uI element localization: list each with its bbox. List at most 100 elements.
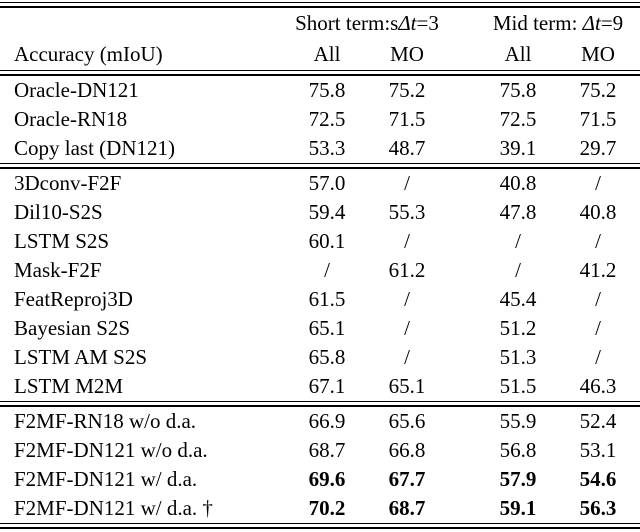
- col-group-short-term: Short term:sΔt=3: [287, 13, 447, 34]
- table-row: Mask-F2F / 61.2 / 41.2: [0, 256, 640, 285]
- value-cell: /: [595, 171, 601, 195]
- value-cell: 39.1: [499, 136, 537, 160]
- value-cell: /: [404, 287, 410, 311]
- table-row: Dil10-S2S 59.4 55.3 47.8 40.8: [0, 198, 640, 227]
- value-cell: 53.3: [308, 136, 346, 160]
- value-cell: 55.3: [388, 200, 426, 224]
- rule-section-divider-2: [0, 401, 640, 407]
- value-cell: 53.1: [579, 438, 617, 462]
- value-cell: 60.1: [308, 229, 346, 253]
- subheader-row: Accuracy (mIoU) All MO All MO: [0, 39, 640, 70]
- table-row: LSTM M2M 67.1 65.1 51.5 46.3: [0, 372, 640, 401]
- value-cell: /: [595, 229, 601, 253]
- value-cell: 72.5: [499, 107, 537, 131]
- method-label: Mask-F2F: [14, 258, 102, 282]
- value-cell: 65.1: [388, 374, 426, 398]
- method-label: LSTM M2M: [14, 374, 124, 398]
- value-cell: 66.9: [308, 409, 346, 433]
- value-cell: 55.9: [499, 409, 537, 433]
- corner-label-accuracy-miou: Accuracy (mIoU): [14, 42, 163, 66]
- value-cell: 61.2: [388, 258, 426, 282]
- value-cell: 45.4: [499, 287, 537, 311]
- table-row: Bayesian S2S 65.1 / 51.2 /: [0, 314, 640, 343]
- table-row: Oracle-RN18 72.5 71.5 72.5 71.5: [0, 105, 640, 134]
- value-cell: 61.5: [308, 287, 346, 311]
- table-row: F2MF-DN121 w/ d.a. † 70.2 68.7 59.1 56.3: [0, 494, 640, 523]
- delta-t-symbol: Δt: [582, 11, 601, 35]
- mid-term-prefix: Mid term:: [492, 11, 583, 35]
- table-row: 3Dconv-F2F 57.0 / 40.8 /: [0, 169, 640, 198]
- method-label: F2MF-DN121 w/o d.a.: [14, 438, 208, 462]
- value-cell: 67.1: [308, 374, 346, 398]
- method-label: F2MF-DN121 w/ d.a. †: [14, 496, 213, 520]
- mid-term-suffix: =9: [600, 11, 624, 35]
- value-cell: 56.3: [579, 496, 617, 520]
- value-cell: 41.2: [579, 258, 617, 282]
- column-group-header-row: Short term:sΔt=3 Mid term: Δt=9: [0, 8, 640, 39]
- subheader-short-all: All: [313, 42, 341, 66]
- value-cell: 66.8: [388, 438, 426, 462]
- section-oracle-baselines: Oracle-DN121 75.8 75.2 75.8 75.2 Oracle-RN18 7…: [0, 76, 640, 163]
- value-cell: 68.7: [308, 438, 346, 462]
- method-label: LSTM S2S: [14, 229, 110, 253]
- method-label: Oracle-RN18: [14, 107, 128, 131]
- value-cell: 75.8: [308, 78, 346, 102]
- value-cell: 69.6: [308, 467, 346, 491]
- table-row: F2MF-DN121 w/o d.a. 68.7 66.8 56.8 53.1: [0, 436, 640, 465]
- value-cell: 51.3: [499, 345, 537, 369]
- table-row: FeatReproj3D 61.5 / 45.4 /: [0, 285, 640, 314]
- value-cell: 51.5: [499, 374, 537, 398]
- value-cell: 56.8: [499, 438, 537, 462]
- section-prior-methods: 3Dconv-F2F 57.0 / 40.8 / Dil10-S2S 59.4 55.3 47.…: [0, 169, 640, 401]
- value-cell: 67.7: [388, 467, 426, 491]
- method-label: Copy last (DN121): [14, 136, 175, 160]
- subheader-short-mo: MO: [390, 42, 424, 66]
- value-cell: 57.9: [499, 467, 537, 491]
- value-cell: 75.2: [579, 78, 617, 102]
- value-cell: /: [515, 229, 521, 253]
- value-cell: 75.2: [388, 78, 426, 102]
- value-cell: 54.6: [579, 467, 617, 491]
- value-cell: /: [404, 229, 410, 253]
- table-row: F2MF-RN18 w/o d.a. 66.9 65.6 55.9 52.4: [0, 407, 640, 436]
- subheader-mid-mo: MO: [581, 42, 615, 66]
- value-cell: 72.5: [308, 107, 346, 131]
- method-label: 3Dconv-F2F: [14, 171, 122, 195]
- value-cell: 47.8: [499, 200, 537, 224]
- delta-t-symbol: Δt: [398, 11, 417, 35]
- value-cell: 40.8: [579, 200, 617, 224]
- table-row: LSTM S2S 60.1 / / /: [0, 227, 640, 256]
- value-cell: /: [324, 258, 330, 282]
- value-cell: 46.3: [579, 374, 617, 398]
- value-cell: 59.1: [499, 496, 537, 520]
- value-cell: 71.5: [388, 107, 426, 131]
- table-row: Oracle-DN121 75.8 75.2 75.8 75.2: [0, 76, 640, 105]
- subheader-mid-all: All: [504, 42, 532, 66]
- value-cell: /: [404, 316, 410, 340]
- method-label: F2MF-DN121 w/ d.a.: [14, 467, 198, 491]
- value-cell: 71.5: [579, 107, 617, 131]
- value-cell: 68.7: [388, 496, 426, 520]
- value-cell: 65.8: [308, 345, 346, 369]
- value-cell: 51.2: [499, 316, 537, 340]
- value-cell: /: [515, 258, 521, 282]
- method-label: F2MF-RN18 w/o d.a.: [14, 409, 197, 433]
- method-label: Bayesian S2S: [14, 316, 131, 340]
- value-cell: 70.2: [308, 496, 346, 520]
- value-cell: 65.6: [388, 409, 426, 433]
- method-label: Oracle-DN121: [14, 78, 139, 102]
- rule-below-header: [0, 70, 640, 76]
- value-cell: 59.4: [308, 200, 346, 224]
- value-cell: 65.1: [308, 316, 346, 340]
- value-cell: /: [595, 316, 601, 340]
- rule-section-divider-1: [0, 163, 640, 169]
- method-label: Dil10-S2S: [14, 200, 103, 224]
- rule-top: [0, 2, 640, 8]
- value-cell: 40.8: [499, 171, 537, 195]
- value-cell: /: [595, 345, 601, 369]
- value-cell: 75.8: [499, 78, 537, 102]
- value-cell: 48.7: [388, 136, 426, 160]
- table-row: LSTM AM S2S 65.8 / 51.3 /: [0, 343, 640, 372]
- short-term-prefix: Short term:s: [295, 11, 399, 35]
